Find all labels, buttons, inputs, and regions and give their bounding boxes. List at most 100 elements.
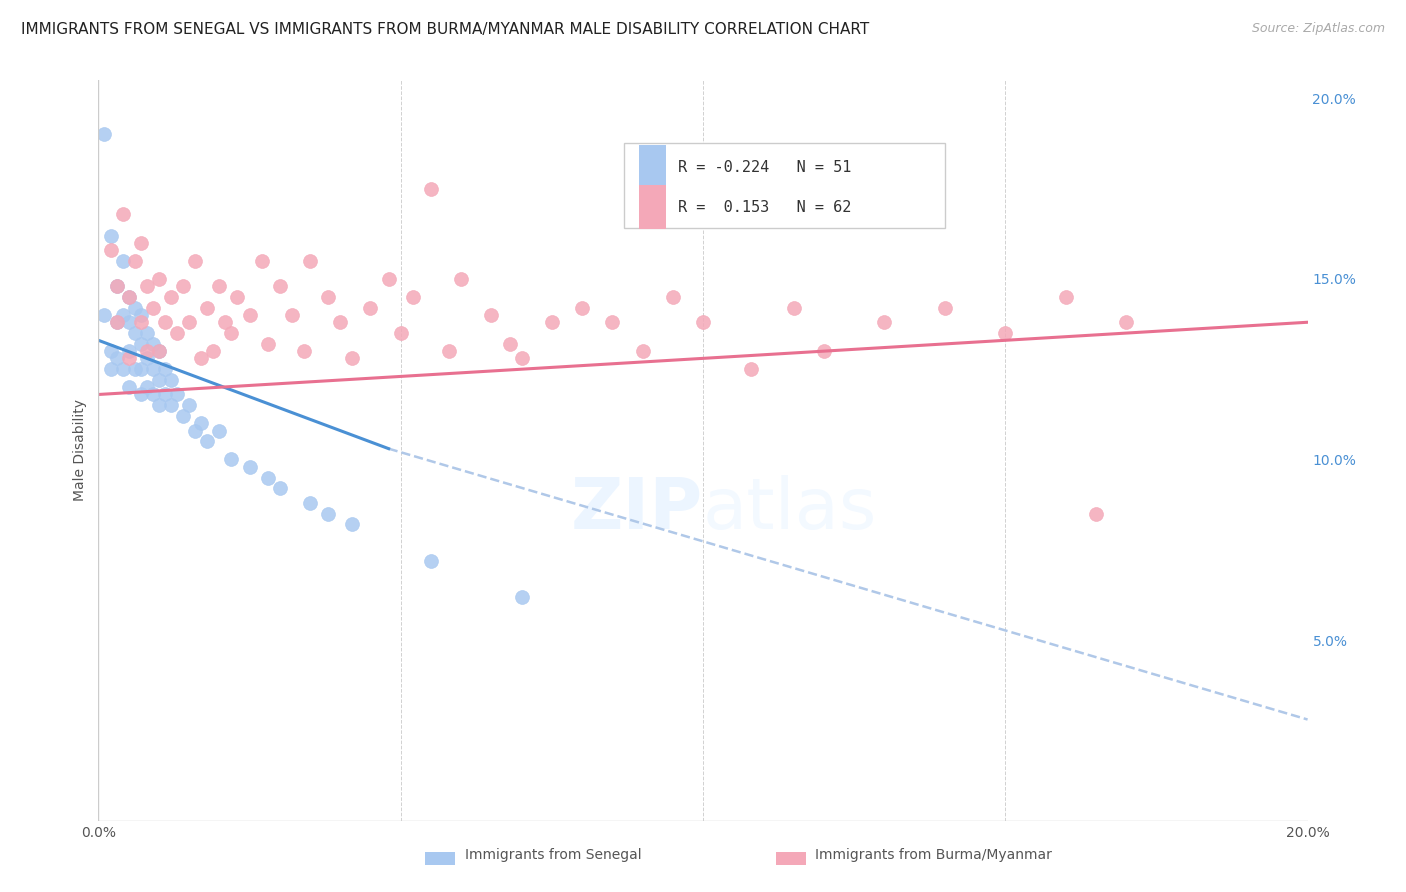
Text: R =  0.153   N = 62: R = 0.153 N = 62 [678, 200, 851, 215]
Point [299, 496, 322, 510]
Point [124, 301, 146, 315]
Bar [638, 185, 665, 229]
Point [129, 308, 152, 322]
Text: R = -0.224   N = 51: R = -0.224 N = 51 [678, 160, 851, 175]
Point [420, 181, 443, 195]
Text: IMMIGRANTS FROM SENEGAL VS IMMIGRANTS FROM BURMA/MYANMAR MALE DISABILITY CORRELA: IMMIGRANTS FROM SENEGAL VS IMMIGRANTS FR… [21, 22, 869, 37]
Point [160, 290, 183, 304]
Point [239, 308, 262, 322]
Point [481, 308, 503, 322]
Point [184, 253, 207, 268]
Point [172, 409, 194, 424]
Point [135, 344, 157, 359]
Point [269, 279, 291, 293]
Point [135, 326, 157, 340]
Point [342, 351, 364, 366]
Point [118, 290, 141, 304]
Point [105, 315, 128, 329]
Point [118, 344, 141, 359]
Point [142, 387, 165, 401]
Point [873, 315, 896, 329]
Point [377, 272, 399, 286]
Point [360, 301, 382, 315]
FancyBboxPatch shape [624, 144, 945, 228]
Point [934, 301, 956, 315]
Y-axis label: Male Disability: Male Disability [73, 400, 87, 501]
Point [142, 337, 165, 351]
Text: atlas: atlas [703, 475, 877, 544]
Point [100, 362, 122, 376]
Point [135, 279, 157, 293]
Point [190, 417, 212, 431]
Point [129, 337, 152, 351]
Point [100, 243, 122, 257]
Point [299, 253, 322, 268]
Point [692, 315, 714, 329]
Point [239, 459, 262, 474]
Point [602, 315, 624, 329]
Point [160, 373, 183, 387]
Point [129, 362, 152, 376]
Point [124, 362, 146, 376]
Point [250, 253, 273, 268]
Point [93, 308, 115, 322]
Point [316, 290, 339, 304]
Point [498, 337, 520, 351]
Point [208, 279, 231, 293]
Point [105, 279, 128, 293]
Point [195, 301, 218, 315]
Point [179, 315, 201, 329]
Point [269, 482, 291, 496]
Bar [776, 852, 806, 865]
Point [208, 424, 231, 438]
Point [129, 387, 152, 401]
Point [105, 279, 128, 293]
Point [292, 344, 315, 359]
Point [813, 344, 835, 359]
Point [994, 326, 1017, 340]
Point [402, 290, 425, 304]
Point [184, 424, 207, 438]
Point [329, 315, 352, 329]
Point [510, 590, 533, 604]
Point [571, 301, 593, 315]
Point [118, 315, 141, 329]
Point [124, 326, 146, 340]
Point [166, 387, 188, 401]
Point [148, 398, 170, 412]
Point [316, 507, 339, 521]
Point [111, 253, 134, 268]
Point [342, 517, 364, 532]
Point [661, 290, 683, 304]
Point [153, 387, 176, 401]
Bar [425, 852, 456, 865]
Point [100, 344, 122, 359]
Point [160, 398, 183, 412]
Point [214, 315, 236, 329]
Point [105, 351, 128, 366]
Point [221, 326, 243, 340]
Point [202, 344, 225, 359]
Point [179, 398, 201, 412]
Point [111, 362, 134, 376]
Point [1115, 315, 1137, 329]
Text: ZIP: ZIP [571, 475, 703, 544]
Point [153, 362, 176, 376]
Point [148, 373, 170, 387]
Point [226, 290, 249, 304]
Point [420, 553, 443, 567]
Point [1085, 507, 1108, 521]
Point [256, 470, 278, 484]
Text: Immigrants from Burma/Myanmar: Immigrants from Burma/Myanmar [815, 847, 1052, 862]
Point [783, 301, 806, 315]
Point [153, 315, 176, 329]
Point [148, 272, 170, 286]
Point [142, 362, 165, 376]
Point [148, 344, 170, 359]
Point [148, 344, 170, 359]
Point [221, 452, 243, 467]
Point [510, 351, 533, 366]
Point [437, 344, 460, 359]
Text: Source: ZipAtlas.com: Source: ZipAtlas.com [1251, 22, 1385, 36]
Point [135, 380, 157, 394]
